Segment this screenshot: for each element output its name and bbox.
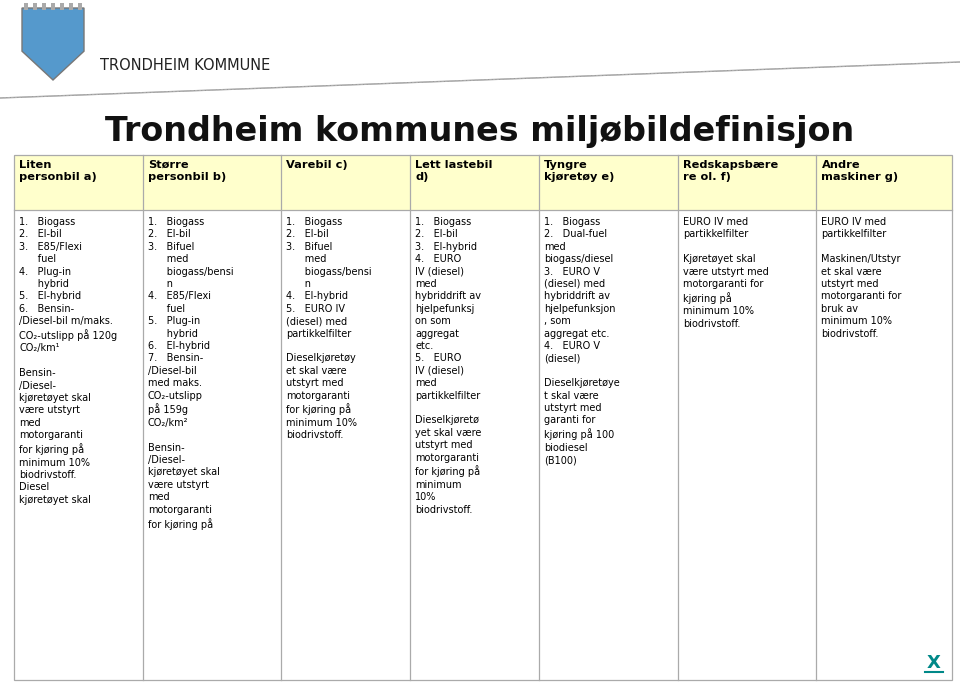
- Text: EURO IV med
partikkelfilter

Maskinen/Utstyr
et skal være
utstyrt med
motorgaran: EURO IV med partikkelfilter Maskinen/Uts…: [822, 217, 901, 338]
- Text: Trondheim kommunes miljøbildefinisjon: Trondheim kommunes miljøbildefinisjon: [106, 115, 854, 148]
- Text: 1.   Biogass
2.   El-bil
3.   Bifuel
      med
      biogass/bensi
      n
4.   : 1. Biogass 2. El-bil 3. Bifuel med bioga…: [286, 217, 372, 440]
- Bar: [24, 3, 28, 10]
- Bar: [51, 3, 55, 10]
- Polygon shape: [22, 8, 84, 80]
- Text: Redskapsbære
re ol. f): Redskapsbære re ol. f): [683, 160, 778, 183]
- Text: Liten
personbil a): Liten personbil a): [19, 160, 97, 183]
- Text: TRONDHEIM KOMMUNE: TRONDHEIM KOMMUNE: [100, 58, 271, 73]
- Text: Tyngre
kjøretøy e): Tyngre kjøretøy e): [544, 160, 614, 183]
- Text: 1.   Biogass
2.   El-bil
3.   E85/Flexi
      fuel
4.   Plug-in
      hybrid
5. : 1. Biogass 2. El-bil 3. E85/Flexi fuel 4…: [19, 217, 117, 504]
- Text: EURO IV med
partikkelfilter

Kjøretøyet skal
være utstyrt med
motorgaranti for
k: EURO IV med partikkelfilter Kjøretøyet s…: [683, 217, 768, 329]
- Bar: [33, 3, 37, 10]
- Text: 1.   Biogass
2.   El-bil
3.   Bifuel
      med
      biogass/bensi
      n
4.   : 1. Biogass 2. El-bil 3. Bifuel med bioga…: [148, 217, 233, 529]
- Bar: [60, 3, 64, 10]
- Bar: [78, 3, 82, 10]
- Bar: [14, 155, 952, 680]
- Text: Lett lastebil
d): Lett lastebil d): [416, 160, 492, 183]
- Text: Større
personbil b): Større personbil b): [148, 160, 227, 183]
- Text: X: X: [927, 654, 941, 672]
- Text: 1.   Biogass
2.   Dual-fuel
med
biogass/diesel
3.   EURO V
(diesel) med
hybriddr: 1. Biogass 2. Dual-fuel med biogass/dies…: [544, 217, 620, 465]
- Text: 1.   Biogass
2.   El-bil
3.   El-hybrid
4.   EURO
IV (diesel)
med
hybriddrift av: 1. Biogass 2. El-bil 3. El-hybrid 4. EUR…: [416, 217, 482, 515]
- Text: Varebil c): Varebil c): [286, 160, 348, 170]
- Bar: [14, 155, 952, 210]
- Bar: [69, 3, 73, 10]
- Bar: [42, 3, 46, 10]
- Text: Andre
maskiner g): Andre maskiner g): [822, 160, 899, 183]
- Bar: [14, 210, 952, 680]
